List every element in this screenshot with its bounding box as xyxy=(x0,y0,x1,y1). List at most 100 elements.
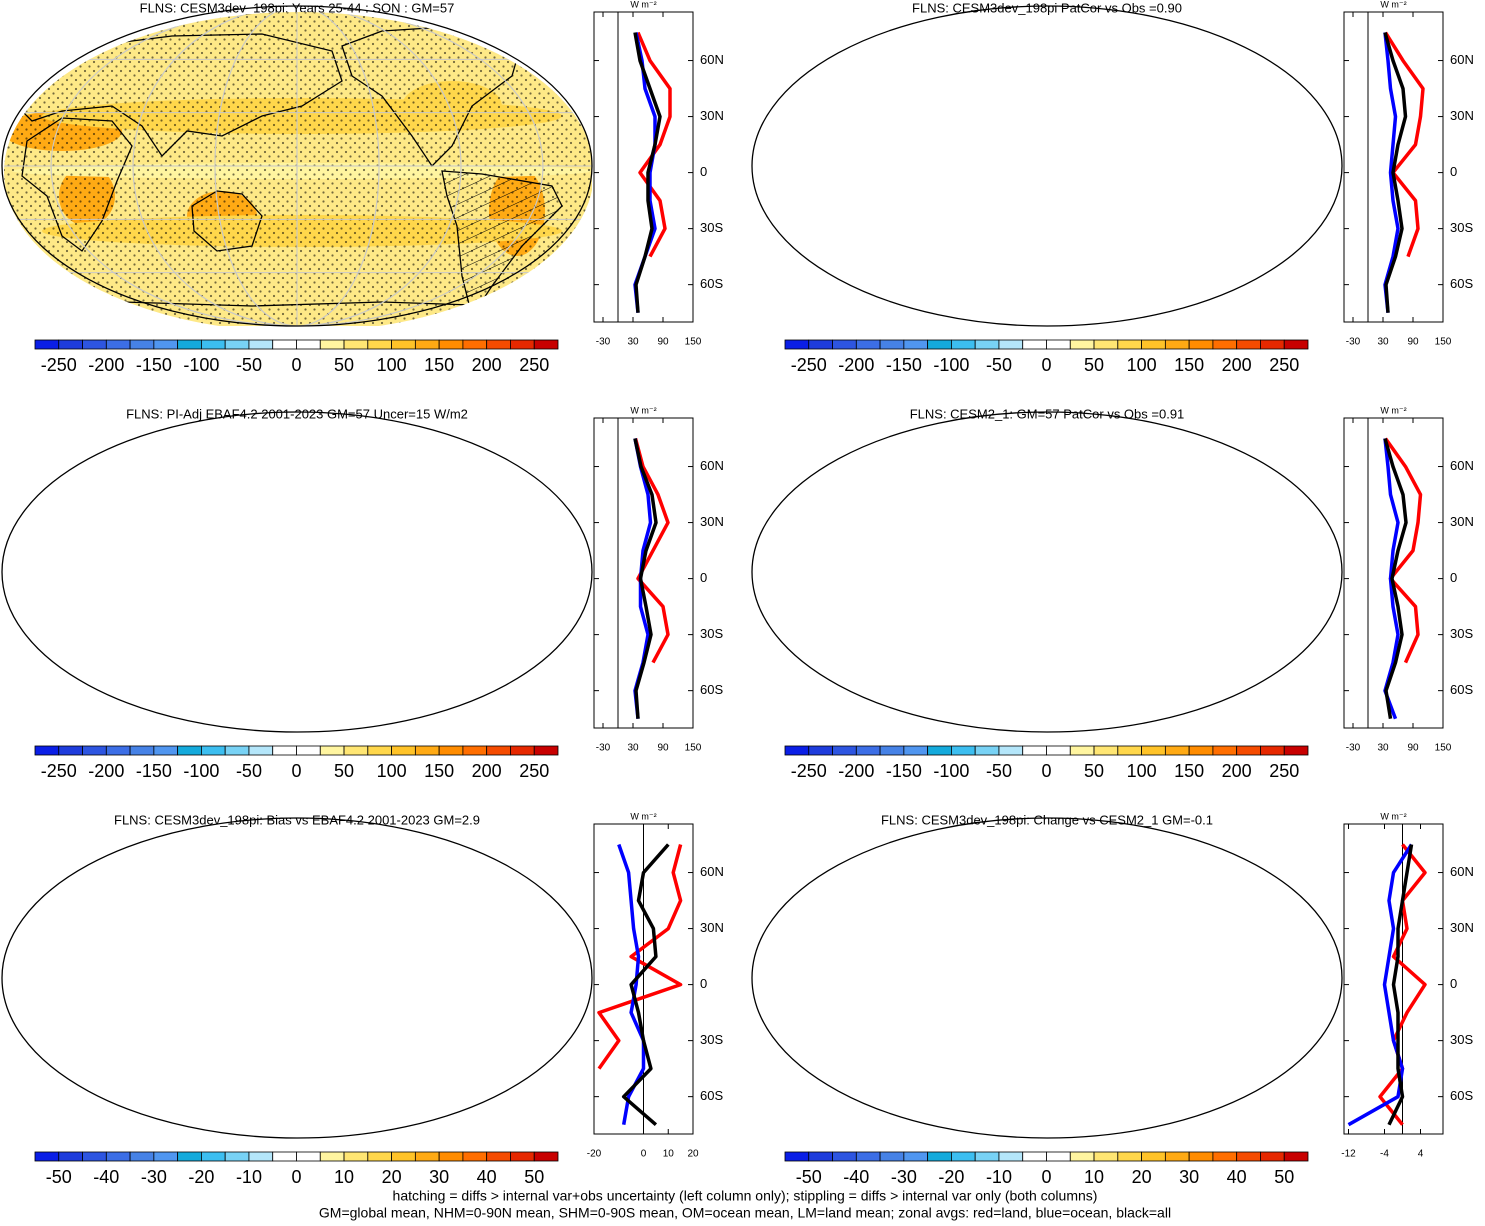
continent xyxy=(942,1003,1012,1063)
map xyxy=(2,818,592,1148)
colorbar-box xyxy=(1142,340,1166,349)
colorbar-label: 200 xyxy=(472,761,502,781)
colorbar-box xyxy=(1260,340,1284,349)
x-tick-label: -30 xyxy=(1346,743,1361,754)
field-blob xyxy=(809,572,865,632)
colorbar-label: 0 xyxy=(291,1167,301,1187)
colorbar-box xyxy=(1023,1152,1047,1161)
colorbar-box xyxy=(368,340,392,349)
colorbar-box xyxy=(320,746,344,755)
y-tick-label: 30N xyxy=(1450,108,1474,123)
colorbar-box xyxy=(785,746,809,755)
field-blob xyxy=(792,621,1312,653)
field-blob xyxy=(1152,487,1252,537)
y-tick-label: 60S xyxy=(700,276,723,291)
colorbar-label: 200 xyxy=(472,355,502,375)
y-tick-label: 60N xyxy=(1450,458,1474,473)
colorbar-box xyxy=(154,746,178,755)
colorbar-label: 150 xyxy=(1174,761,1204,781)
units-label: W m⁻² xyxy=(630,811,656,821)
colorbar-box xyxy=(1094,340,1118,349)
colorbar-box xyxy=(297,1152,321,1161)
graticule xyxy=(801,412,1293,732)
colorbar-label: 20 xyxy=(382,1167,402,1187)
colorbar-box xyxy=(249,1152,273,1161)
y-tick-label: 60S xyxy=(700,682,723,697)
colorbar-box xyxy=(178,1152,202,1161)
map-title: FLNS: CESM3dev_198pi PatCor vs Obs =0.90 xyxy=(912,0,1182,15)
map-title: FLNS: CESM3dev_198pi: Change vs CESM2_1 … xyxy=(881,812,1213,827)
colorbar-label: 150 xyxy=(1174,355,1204,375)
colorbar-label: 0 xyxy=(291,761,301,781)
colorbar-box xyxy=(510,1152,534,1161)
colorbar-box xyxy=(534,1152,558,1161)
colorbar-box xyxy=(297,340,321,349)
map-title: FLNS: PI-Adj EBAF4.2 2001-2023 GM=57 Unc… xyxy=(126,406,468,421)
colorbar-box xyxy=(1142,1152,1166,1161)
y-tick-label: 0 xyxy=(1450,164,1457,179)
colorbar-box xyxy=(1047,1152,1071,1161)
y-tick-label: 60S xyxy=(1450,276,1473,291)
y-tick-label: 30N xyxy=(1450,514,1474,529)
units-label: W m⁻² xyxy=(1380,0,1406,9)
colorbar-box xyxy=(534,746,558,755)
field-blob xyxy=(809,166,865,226)
field-blob xyxy=(427,868,517,948)
field-blob xyxy=(187,1013,247,1053)
continent xyxy=(752,302,1342,336)
colorbar-box xyxy=(106,1152,130,1161)
colorbar-box xyxy=(928,340,952,349)
colorbar-box xyxy=(1023,340,1047,349)
colorbar-box xyxy=(1284,746,1308,755)
colorbar-label: 150 xyxy=(424,355,454,375)
continent xyxy=(192,1003,262,1063)
colorbar-label: 100 xyxy=(1127,761,1157,781)
continent xyxy=(752,708,1342,742)
colorbar-label: -200 xyxy=(838,761,874,781)
colorbar-box xyxy=(999,746,1023,755)
colorbar-box xyxy=(178,340,202,349)
continent xyxy=(1192,577,1312,722)
colorbar-box xyxy=(904,1152,928,1161)
colorbar-box xyxy=(35,340,59,349)
colorbar-box xyxy=(1165,340,1189,349)
field-blob xyxy=(762,569,1342,585)
y-tick-label: 0 xyxy=(700,570,707,585)
colorbar-box xyxy=(928,1152,952,1161)
graticule xyxy=(801,412,1293,732)
colorbar-box xyxy=(249,340,273,349)
colorbar-label: -250 xyxy=(41,761,77,781)
graticule xyxy=(801,818,1293,1138)
colorbar-box xyxy=(35,1152,59,1161)
colorbar-box xyxy=(130,746,154,755)
y-tick-label: 60S xyxy=(1450,682,1473,697)
continent xyxy=(762,440,1092,562)
colorbar-box xyxy=(273,1152,297,1161)
y-tick-label: 60N xyxy=(700,864,724,879)
field-blob xyxy=(42,504,562,540)
y-tick-label: 60S xyxy=(700,1088,723,1103)
x-tick-label: 30 xyxy=(627,743,639,754)
graticule xyxy=(965,818,1129,1138)
colorbar-label: -250 xyxy=(791,355,827,375)
colorbar-box xyxy=(320,1152,344,1161)
colorbar-label: 30 xyxy=(1179,1167,1199,1187)
colorbar-label: 250 xyxy=(519,761,549,781)
footnote: hatching = diffs > internal var+obs unce… xyxy=(393,1188,1098,1204)
continent xyxy=(942,191,1012,251)
colorbar-label: -200 xyxy=(88,355,124,375)
graticule xyxy=(51,818,543,1138)
colorbar-box xyxy=(1118,746,1142,755)
colorbar-box xyxy=(415,340,439,349)
units-label: W m⁻² xyxy=(1380,811,1406,821)
y-tick-label: 60N xyxy=(700,458,724,473)
colorbar-box xyxy=(201,340,225,349)
colorbar-label: 0 xyxy=(1041,761,1051,781)
x-tick-label: -30 xyxy=(596,743,611,754)
footnote: GM=global mean, NHM=0-90N mean, SHM=0-90… xyxy=(319,1205,1171,1221)
x-tick-label: -20 xyxy=(587,1149,602,1160)
map-border xyxy=(2,818,592,1138)
colorbar-box xyxy=(1213,1152,1237,1161)
colorbar-box xyxy=(1189,1152,1213,1161)
